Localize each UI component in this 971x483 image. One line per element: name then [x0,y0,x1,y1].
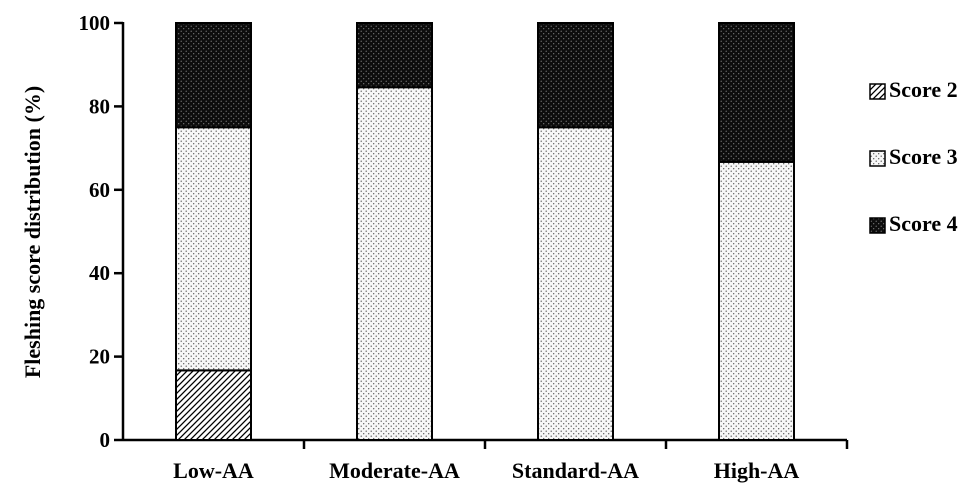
x-category-label: High-AA [714,458,800,483]
legend-swatch [869,217,886,234]
bar-segment-score-3 [718,160,795,441]
bar-segment-score-3 [356,86,433,442]
y-tick-label: 80 [89,94,110,118]
x-category-label: Low-AA [173,458,254,483]
y-axis-label: Fleshing score distribution (%) [20,86,45,378]
bar-segment-score-4 [175,22,252,129]
bar-segment-score-4 [356,22,433,89]
legend-swatch [869,150,886,167]
y-tick-label: 20 [89,345,110,369]
x-category-label: Standard-AA [512,458,639,483]
bar-segment-score-2 [175,369,252,441]
legend-label: Score 3 [889,144,958,169]
y-tick-label: 100 [79,11,111,35]
x-category-label: Moderate-AA [329,458,460,483]
y-ticks: 0 20 40 60 80 100 [79,11,123,452]
legend: Score 2 Score 3 Score 4 [869,77,958,236]
bar-segment-score-3 [537,126,614,441]
bar-segment-score-3 [175,126,252,372]
bar-segment-score-4 [537,22,614,129]
bars [175,22,795,442]
legend-label: Score 2 [889,77,958,102]
bar-segment-score-4 [718,22,795,163]
x-categories: Low-AA Moderate-AA Standard-AA High-AA [173,440,849,483]
legend-swatch [869,83,886,100]
legend-label: Score 4 [889,211,958,236]
y-tick-label: 40 [89,261,110,285]
y-tick-label: 60 [89,178,110,202]
y-tick-label: 0 [100,428,111,452]
